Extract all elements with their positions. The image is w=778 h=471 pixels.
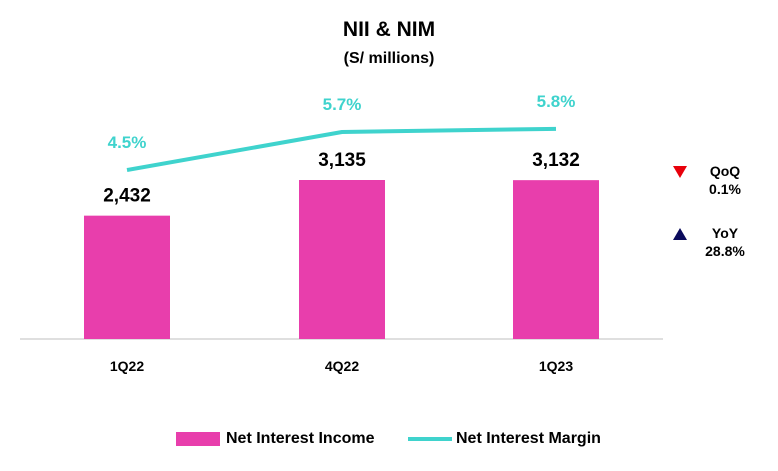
bar-nii [299, 180, 385, 339]
legend-swatch-bar [176, 432, 220, 446]
qoq-label: QoQ [709, 163, 741, 179]
bar-data-label: 3,132 [532, 150, 580, 171]
bar-nii [513, 180, 599, 339]
legend-label-nim: Net Interest Margin [456, 430, 601, 447]
legend-item-nim: Net Interest Margin [408, 430, 601, 448]
line-data-label: 5.7% [323, 95, 362, 114]
chart-title: NII & NIM [342, 18, 436, 41]
line-data-label: 4.5% [108, 133, 147, 152]
line-nim [126, 126, 557, 172]
down-triangle-icon [673, 166, 687, 178]
qoq-value: 0.1% [709, 181, 741, 197]
chart-subtitle: (S/ millions) [343, 50, 435, 67]
legend-item-nii: Net Interest Income [176, 430, 374, 448]
up-triangle-icon [673, 228, 687, 240]
line-data-label: 5.8% [537, 92, 576, 111]
x-tick-label: 1Q23 [539, 358, 573, 374]
bar-nii [84, 215, 170, 339]
x-tick-label: 1Q22 [110, 358, 144, 374]
x-tick-label: 4Q22 [325, 358, 359, 374]
bar-data-label: 3,135 [318, 150, 366, 171]
yoy-value: 28.8% [705, 243, 745, 259]
bar-data-label: 2,432 [103, 186, 151, 207]
yoy-label: YoY [711, 225, 739, 241]
legend-label-nii: Net Interest Income [226, 430, 375, 447]
legend-swatch-line [408, 437, 452, 441]
